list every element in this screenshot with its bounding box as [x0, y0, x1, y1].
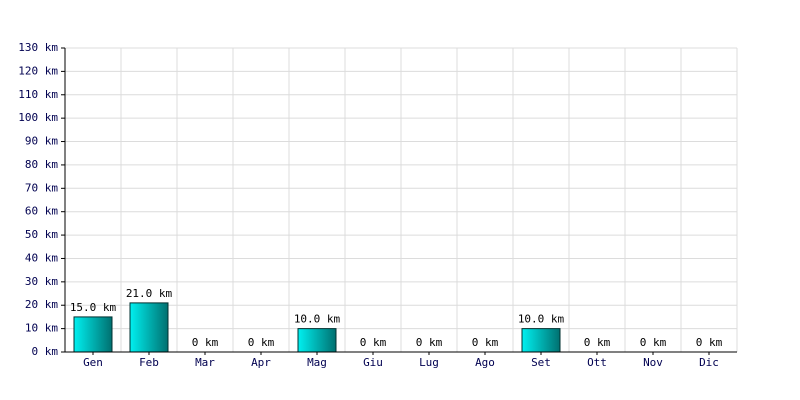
- y-tick-label: 0 km: [32, 345, 59, 358]
- x-tick-label: Set: [531, 356, 551, 369]
- x-tick-label: Apr: [251, 356, 271, 369]
- value-label: 21.0 km: [126, 287, 173, 300]
- x-tick-label: Nov: [643, 356, 663, 369]
- value-label: 0 km: [472, 336, 499, 349]
- bar: [73, 316, 113, 353]
- y-tick-label: 80 km: [25, 158, 58, 171]
- x-tick-label: Lug: [419, 356, 439, 369]
- y-tick-label: 20 km: [25, 298, 58, 311]
- x-tick-label: Dic: [699, 356, 719, 369]
- y-tick-label: 40 km: [25, 251, 58, 264]
- plot: 0 km 10 km 20 km 30 km 40 km 50 km 60 km 70 km 8…: [18, 41, 738, 369]
- value-label: 0 km: [248, 336, 275, 349]
- y-tick-label: 90 km: [25, 135, 58, 148]
- y-tick-label: 70 km: [25, 181, 58, 194]
- y-tick-label: 50 km: [25, 228, 58, 241]
- x-tick-label: Ott: [587, 356, 607, 369]
- value-label: 0 km: [360, 336, 387, 349]
- x-tick-label: Mag: [307, 356, 327, 369]
- bar: [129, 302, 169, 353]
- y-tick-label: 100 km: [18, 111, 58, 124]
- y-tick-label: 120 km: [18, 64, 58, 77]
- value-label: 0 km: [584, 336, 611, 349]
- value-label: 0 km: [192, 336, 219, 349]
- value-label: 10.0 km: [518, 313, 565, 326]
- y-tick-label: 10 km: [25, 322, 58, 335]
- value-label: 15.0 km: [70, 301, 117, 314]
- value-label: 0 km: [640, 336, 667, 349]
- x-tick-label: Ago: [475, 356, 495, 369]
- y-tick-label: 110 km: [18, 88, 58, 101]
- x-tick-label: Gen: [83, 356, 103, 369]
- value-label: 10.0 km: [294, 313, 341, 326]
- x-tick-label: Feb: [139, 356, 159, 369]
- value-label: 0 km: [696, 336, 723, 349]
- x-tick-label: Mar: [195, 356, 215, 369]
- value-label: 0 km: [416, 336, 443, 349]
- y-tick-label: 30 km: [25, 275, 58, 288]
- bar: [297, 328, 337, 353]
- y-tick-label: 130 km: [18, 41, 58, 54]
- y-tick-label: 60 km: [25, 205, 58, 218]
- x-tick-label: Giu: [363, 356, 383, 369]
- bar: [521, 328, 561, 353]
